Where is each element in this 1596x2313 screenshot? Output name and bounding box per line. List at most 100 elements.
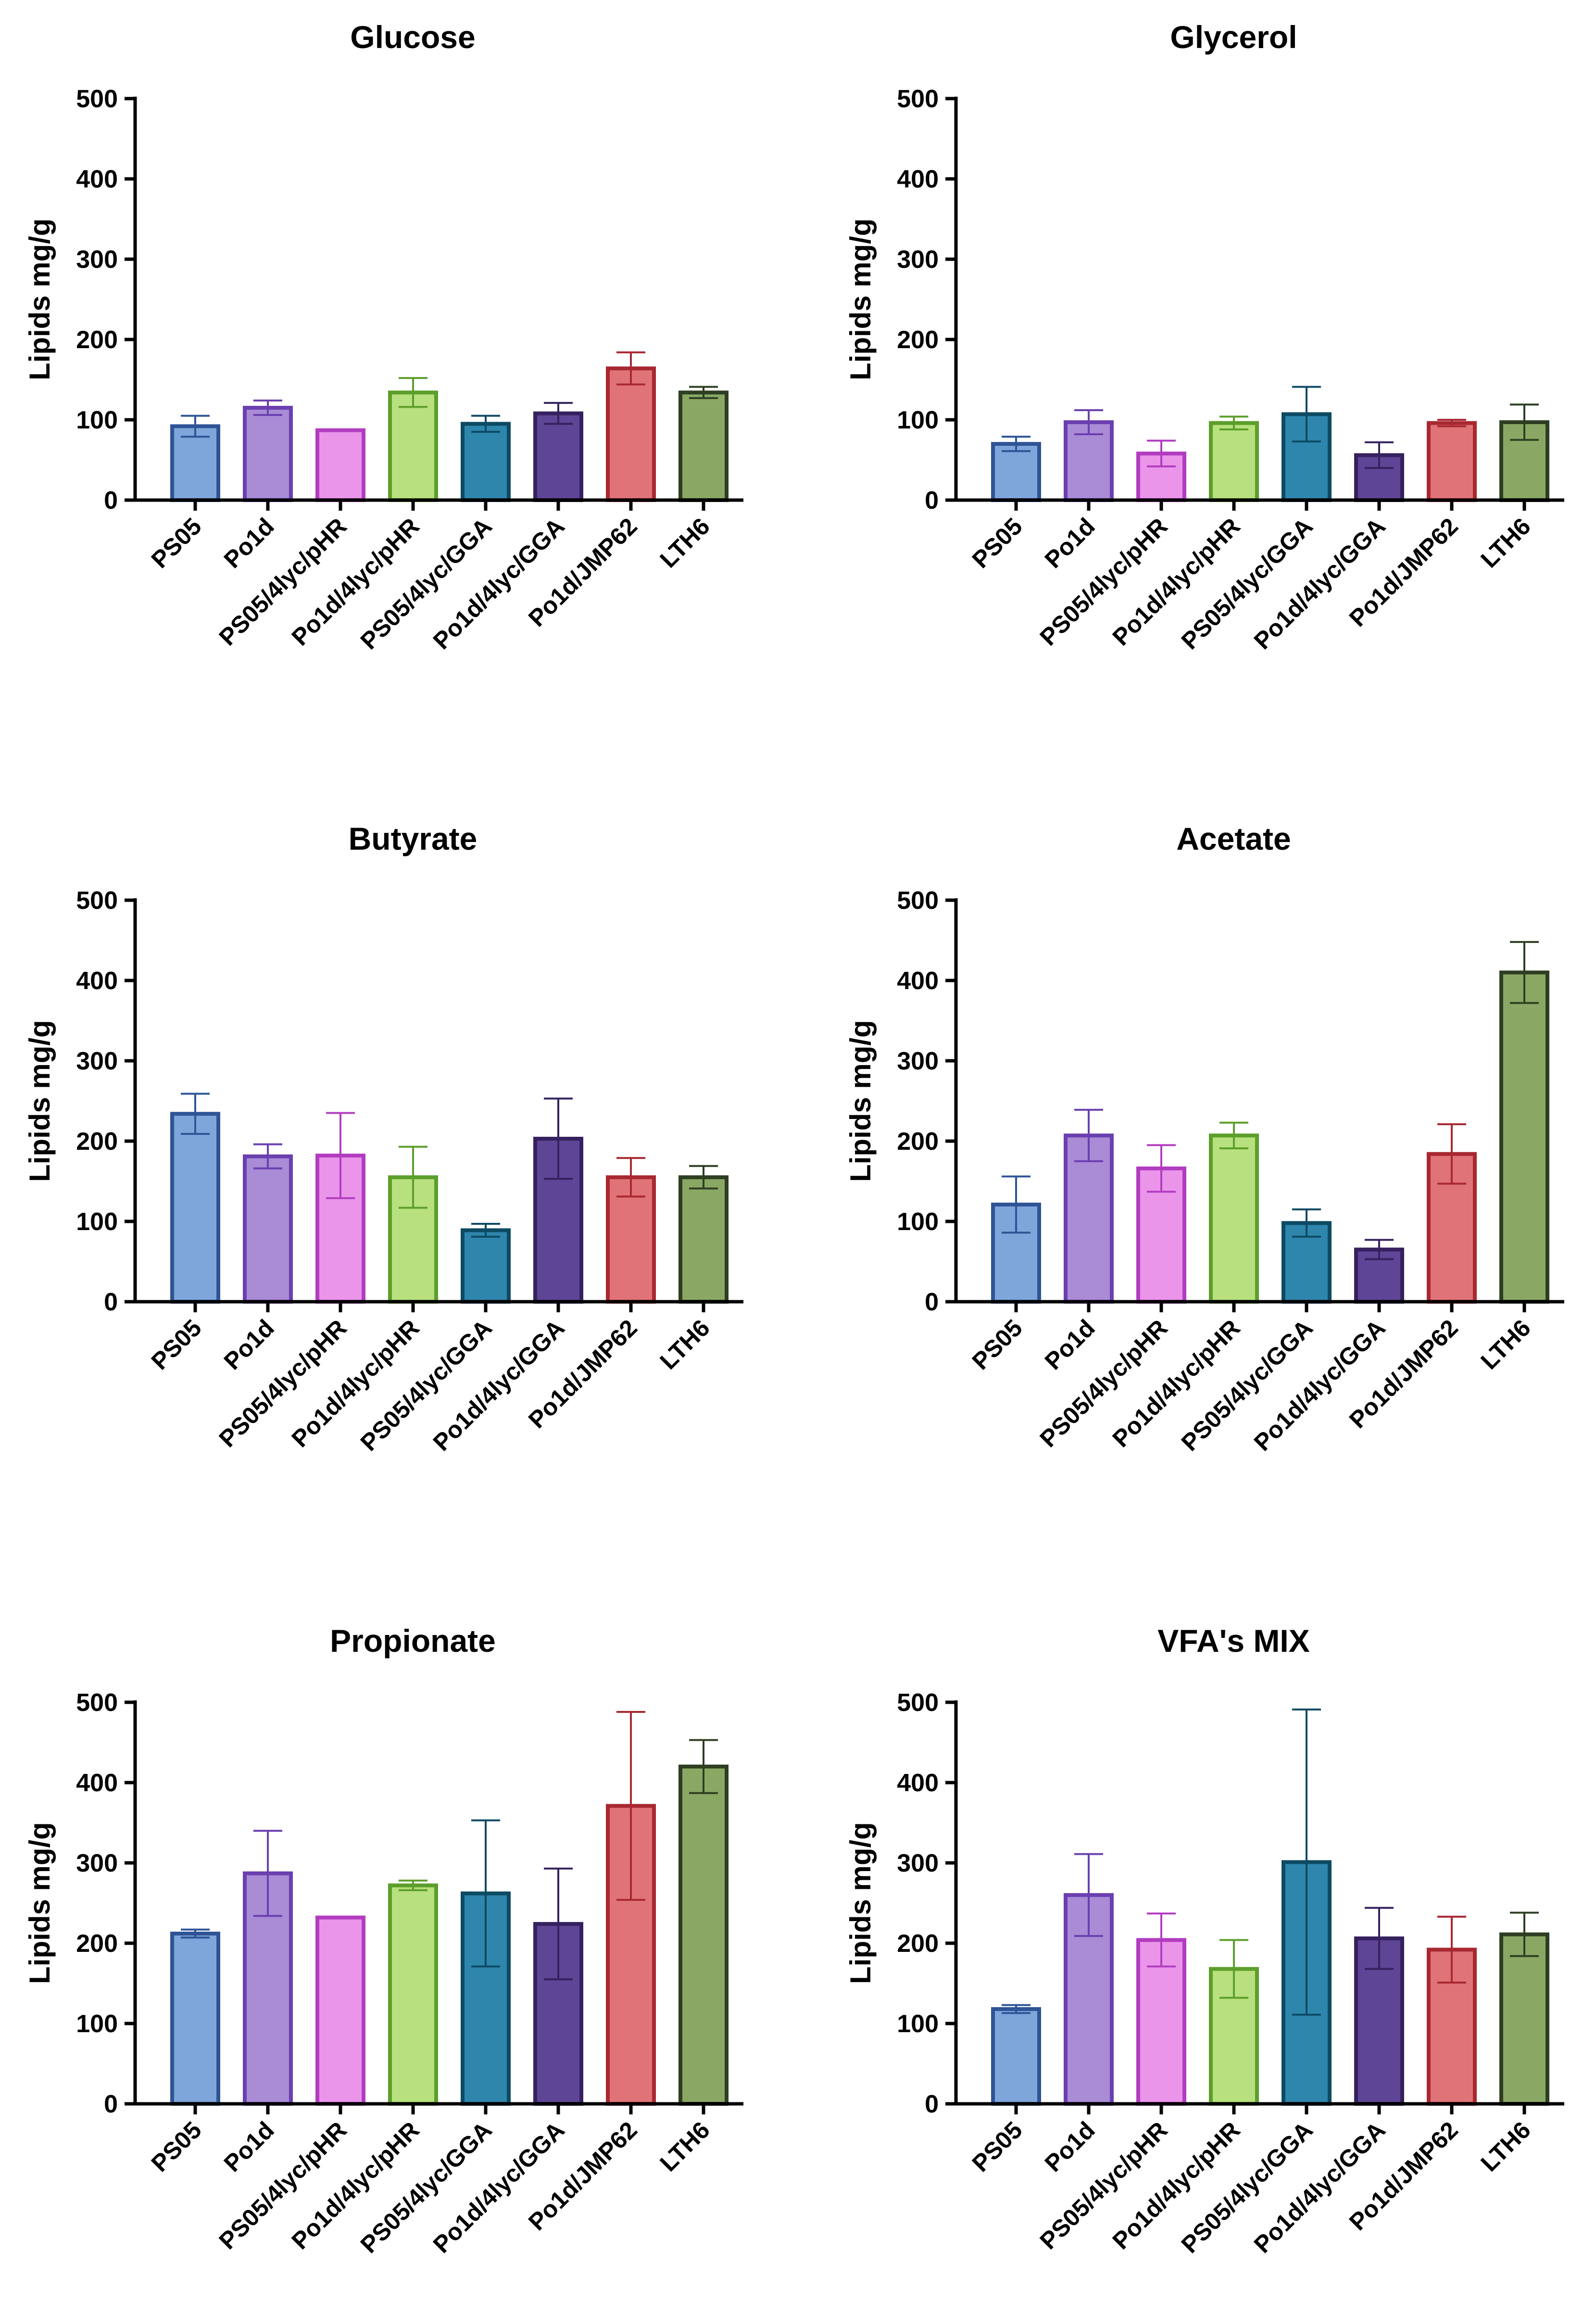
error-bar [1002, 1175, 1030, 1234]
y-axis-label: Lipids mg/g [844, 1020, 877, 1182]
x-tick-label: PS05/4lyc/GGA [1176, 1314, 1318, 1456]
x-tick-label: Po1d [1040, 2116, 1100, 2177]
x-tick-label: Po1d/4lyc/pHR [1107, 1314, 1245, 1452]
y-axis-label: Lipids mg/g [24, 218, 56, 380]
bar [1427, 421, 1477, 502]
x-tick-label: PS05 [146, 2116, 207, 2177]
bar [679, 1764, 729, 2106]
y-tick-label: 0 [925, 2090, 939, 2118]
error-bar [181, 1928, 210, 1939]
x-tick-label: Po1d [219, 1314, 279, 1375]
y-tick-label: 0 [925, 1288, 939, 1316]
bar [1499, 970, 1549, 1304]
error-bar [1365, 1907, 1394, 1970]
error-bar [1002, 436, 1030, 453]
bar [315, 428, 365, 503]
y-tick-label: 500 [897, 1689, 939, 1717]
x-tick-label: LTH6 [654, 2116, 715, 2176]
y-tick-label: 200 [76, 1128, 118, 1156]
y-tick-label: 200 [897, 1930, 939, 1958]
y-tick-label: 0 [104, 487, 118, 515]
x-tick-label: PS05/4lyc/pHR [214, 2116, 352, 2254]
x-tick-label: PS05/4lyc/pHR [1035, 513, 1173, 651]
error-bar [1147, 1912, 1176, 1968]
bar [991, 442, 1041, 502]
error-bar [399, 1145, 427, 1209]
y-tick-label: 400 [76, 165, 118, 193]
x-tick-label: LTH6 [1475, 513, 1535, 573]
error-bar [616, 1157, 645, 1198]
x-tick-label: LTH6 [1475, 1314, 1535, 1374]
x-tick-label: PS05/4lyc/pHR [1035, 2116, 1173, 2254]
error-bar [1147, 440, 1176, 467]
error-bar [326, 1112, 355, 1199]
x-tick-label: PS05 [967, 2116, 1028, 2177]
error-bar [1074, 409, 1103, 436]
error-bar [1437, 1123, 1466, 1185]
x-tick-label: PS05 [146, 513, 207, 573]
bar [243, 1154, 293, 1304]
y-tick-label: 200 [897, 326, 939, 354]
x-tick-label: PS05/4lyc/GGA [1176, 513, 1318, 654]
bar [461, 422, 511, 502]
x-tick-label: Po1d [219, 2116, 279, 2177]
bar [170, 1112, 220, 1304]
x-tick-label: Po1d [219, 513, 279, 573]
bar [461, 1228, 511, 1304]
chart-title: Glucose [350, 19, 475, 55]
chart-title: Butyrate [349, 821, 478, 856]
error-bar [181, 415, 210, 438]
y-tick-label: 500 [897, 887, 939, 915]
error-bar [253, 1830, 282, 1917]
error-bar [1437, 419, 1466, 427]
y-tick-label: 100 [76, 406, 118, 434]
chart-title: Acetate [1176, 821, 1291, 856]
error-bar [1147, 1144, 1176, 1193]
x-tick-label: Po1d/4lyc/pHR [287, 2116, 425, 2254]
y-tick-label: 500 [897, 85, 939, 113]
x-tick-label: PS05/4lyc/pHR [214, 513, 352, 651]
x-tick-label: PS05/4lyc/GGA [355, 2116, 497, 2258]
bar [243, 405, 293, 503]
error-bar [544, 1867, 573, 1981]
y-axis-label: Lipids mg/g [24, 1020, 56, 1182]
x-tick-label: Po1d [1040, 1314, 1100, 1375]
chart-title: Propionate [330, 1623, 496, 1659]
error-bar [471, 1819, 500, 1968]
y-tick-label: 200 [76, 326, 118, 354]
chart-panel-4: Propionate Lipids mg/g 0 100 200 300 400 500 PS0… [24, 1623, 743, 2258]
bar [1136, 1166, 1186, 1304]
error-bar [1074, 1853, 1103, 1937]
error-bar [544, 1097, 573, 1180]
error-bar [1292, 1208, 1321, 1238]
bar [1209, 421, 1259, 502]
error-bar [1219, 1121, 1248, 1150]
x-tick-label: LTH6 [1475, 2116, 1535, 2176]
error-bar [1365, 441, 1394, 469]
error-bar [1510, 403, 1539, 441]
y-tick-label: 400 [897, 1769, 939, 1797]
y-tick-label: 300 [76, 246, 118, 274]
error-bar [471, 1223, 500, 1238]
error-bar [1365, 1239, 1394, 1260]
error-bar [1292, 1709, 1321, 2016]
x-tick-label: Po1d/4lyc/GGA [1249, 513, 1391, 654]
y-tick-label: 0 [104, 1288, 118, 1316]
bar [991, 2007, 1041, 2106]
error-bar [689, 1165, 718, 1190]
error-bar [253, 1143, 282, 1169]
y-tick-label: 300 [76, 1849, 118, 1877]
y-axis-label: Lipids mg/g [844, 1822, 877, 1984]
error-bar [1510, 941, 1539, 1004]
bar [606, 366, 656, 502]
y-axis-label: Lipids mg/g [844, 218, 877, 380]
chart-title: Glycerol [1170, 19, 1297, 55]
bar [388, 390, 438, 502]
error-bar [1002, 2004, 1030, 2014]
y-tick-label: 0 [925, 487, 939, 515]
x-tick-label: Po1d/4lyc/GGA [1249, 1314, 1391, 1456]
y-tick-label: 200 [76, 1930, 118, 1958]
